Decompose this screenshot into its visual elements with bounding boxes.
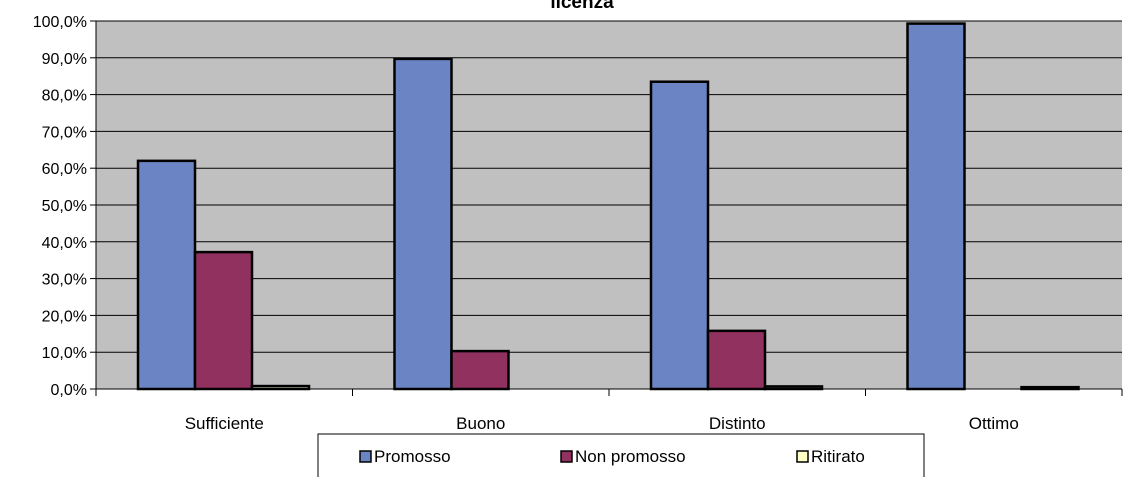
- legend-label: Ritirato: [811, 447, 865, 466]
- y-tick-label: 90,0%: [42, 51, 87, 68]
- bar-promosso-distinto: [649, 80, 710, 391]
- bar-non-promosso-distinto: [706, 329, 767, 391]
- bar-non-promosso-buono: [450, 349, 510, 391]
- x-tick-label: Sufficiente: [185, 414, 264, 433]
- y-tick-label: 30,0%: [42, 272, 87, 289]
- bar-promosso-buono: [393, 57, 453, 391]
- y-tick-label: 20,0%: [42, 308, 87, 325]
- legend-label: Promosso: [374, 447, 451, 466]
- y-tick-label: 70,0%: [42, 124, 87, 141]
- y-tick-label: 40,0%: [42, 235, 87, 252]
- y-tick-label: 80,0%: [42, 88, 87, 105]
- bar-non-promosso-sufficiente: [193, 250, 254, 391]
- legend-box: [317, 433, 925, 477]
- y-tick-label: 10,0%: [42, 345, 87, 362]
- y-tick-label: 60,0%: [42, 161, 87, 178]
- x-tick-label: Distinto: [709, 414, 766, 433]
- legend-swatch: [796, 450, 809, 463]
- y-tick-label: 50,0%: [42, 198, 87, 215]
- legend-swatch: [359, 450, 372, 463]
- legend-swatch: [560, 450, 573, 463]
- y-tick-label: 0,0%: [51, 382, 87, 399]
- chart-title: licenza: [550, 0, 614, 13]
- y-tick-label: 100,0%: [33, 14, 87, 31]
- x-tick-label: Ottimo: [969, 414, 1019, 433]
- bar-promosso-ottimo: [906, 22, 966, 391]
- x-tick-label: Buono: [456, 414, 505, 433]
- bar-promosso-sufficiente: [136, 159, 197, 391]
- legend-label: Non promosso: [575, 447, 686, 466]
